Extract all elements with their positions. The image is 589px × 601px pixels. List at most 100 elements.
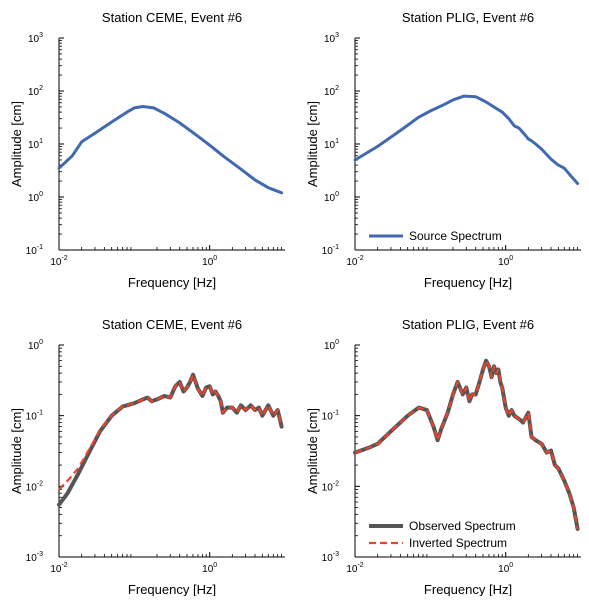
x-axis-label: Frequency [Hz] bbox=[424, 275, 512, 290]
y-tick-mantissa: 10 bbox=[322, 553, 334, 564]
chart-title: Station CEME, Event #6 bbox=[102, 317, 242, 332]
y-tick-exponent: -1 bbox=[37, 410, 43, 417]
chart-title: Station PLIG, Event #6 bbox=[402, 317, 534, 332]
y-tick-exponent: -2 bbox=[37, 480, 43, 487]
y-tick-label: 100 bbox=[28, 191, 43, 204]
x-tick-label: 100 bbox=[202, 255, 217, 268]
x-tick-label: 10-2 bbox=[346, 562, 363, 575]
x-axis-label: Frequency [Hz] bbox=[424, 582, 512, 596]
x-tick-exponent: 0 bbox=[509, 255, 513, 262]
legend-label: Source Spectrum bbox=[409, 229, 502, 243]
y-tick-mantissa: 10 bbox=[322, 246, 334, 257]
x-tick-label: 10-2 bbox=[50, 562, 67, 575]
y-tick-mantissa: 10 bbox=[28, 140, 40, 151]
legend-label: Observed Spectrum bbox=[409, 519, 516, 533]
y-tick-exponent: 3 bbox=[335, 32, 339, 39]
y-tick-mantissa: 10 bbox=[28, 34, 40, 45]
y-tick-mantissa: 10 bbox=[324, 34, 336, 45]
x-tick-mantissa: 10 bbox=[498, 564, 510, 575]
x-tick-mantissa: 10 bbox=[498, 257, 510, 268]
y-tick-exponent: -2 bbox=[333, 480, 339, 487]
x-axis-label: Frequency [Hz] bbox=[128, 582, 216, 596]
series-line-2 bbox=[354, 359, 579, 530]
y-tick-label: 10-3 bbox=[26, 551, 43, 564]
y-tick-mantissa: 10 bbox=[324, 341, 336, 352]
y-tick-mantissa: 10 bbox=[26, 412, 38, 423]
y-tick-label: 10-2 bbox=[322, 480, 339, 493]
x-tick-exponent: -2 bbox=[61, 562, 67, 569]
y-tick-mantissa: 10 bbox=[324, 87, 336, 98]
series-line-2 bbox=[58, 373, 283, 491]
y-tick-exponent: 1 bbox=[335, 138, 339, 145]
y-axis-label: Amplitude [cm] bbox=[305, 101, 320, 187]
y-tick-exponent: -1 bbox=[37, 244, 43, 251]
y-tick-exponent: -1 bbox=[333, 410, 339, 417]
x-tick-mantissa: 10 bbox=[202, 257, 214, 268]
y-tick-mantissa: 10 bbox=[324, 140, 336, 151]
y-tick-exponent: -1 bbox=[333, 244, 339, 251]
x-tick-label: 10-2 bbox=[346, 255, 363, 268]
legend: Observed Spectrum Inverted Spectrum bbox=[369, 519, 516, 550]
y-tick-label: 10-1 bbox=[322, 410, 339, 423]
chart-title: Station PLIG, Event #6 bbox=[402, 10, 534, 25]
x-tick-mantissa: 10 bbox=[346, 257, 358, 268]
y-axis-label: Amplitude [cm] bbox=[305, 408, 320, 494]
y-tick-label: 101 bbox=[324, 138, 339, 151]
y-tick-exponent: 0 bbox=[335, 191, 339, 198]
y-tick-label: 10-3 bbox=[322, 551, 339, 564]
series-line-1 bbox=[57, 105, 284, 195]
y-tick-label: 10-1 bbox=[26, 244, 43, 257]
legend: Source Spectrum bbox=[369, 229, 502, 243]
series-line-1 bbox=[57, 372, 284, 507]
y-tick-label: 10-1 bbox=[26, 410, 43, 423]
series-line-1 bbox=[353, 94, 580, 185]
x-tick-mantissa: 10 bbox=[202, 564, 214, 575]
y-tick-mantissa: 10 bbox=[324, 193, 336, 204]
x-tick-exponent: 0 bbox=[509, 562, 513, 569]
y-axis-label: Amplitude [cm] bbox=[9, 101, 24, 187]
y-tick-exponent: 3 bbox=[39, 32, 43, 39]
legend-label: Inverted Spectrum bbox=[409, 536, 507, 550]
x-tick-label: 100 bbox=[498, 562, 513, 575]
y-tick-mantissa: 10 bbox=[26, 482, 38, 493]
y-tick-label: 10-1 bbox=[322, 244, 339, 257]
y-axis-label: Amplitude [cm] bbox=[9, 408, 24, 494]
y-tick-mantissa: 10 bbox=[26, 553, 38, 564]
x-tick-label: 10-2 bbox=[50, 255, 67, 268]
y-tick-mantissa: 10 bbox=[322, 412, 334, 423]
series-line-1 bbox=[353, 358, 580, 531]
y-tick-mantissa: 10 bbox=[28, 341, 40, 352]
x-tick-mantissa: 10 bbox=[50, 257, 62, 268]
y-tick-exponent: -3 bbox=[37, 551, 43, 558]
x-tick-mantissa: 10 bbox=[346, 564, 358, 575]
y-tick-exponent: -3 bbox=[333, 551, 339, 558]
y-tick-mantissa: 10 bbox=[322, 482, 334, 493]
chart-title: Station CEME, Event #6 bbox=[102, 10, 242, 25]
y-tick-mantissa: 10 bbox=[26, 246, 38, 257]
x-tick-exponent: 0 bbox=[213, 562, 217, 569]
y-tick-label: 103 bbox=[324, 32, 339, 45]
y-tick-label: 100 bbox=[324, 191, 339, 204]
y-tick-label: 100 bbox=[28, 339, 43, 352]
y-tick-exponent: 0 bbox=[335, 339, 339, 346]
x-axis-label: Frequency [Hz] bbox=[128, 275, 216, 290]
x-tick-exponent: -2 bbox=[61, 255, 67, 262]
x-tick-exponent: -2 bbox=[357, 562, 363, 569]
y-tick-mantissa: 10 bbox=[28, 193, 40, 204]
x-tick-exponent: 0 bbox=[213, 255, 217, 262]
y-tick-label: 102 bbox=[324, 85, 339, 98]
x-tick-mantissa: 10 bbox=[50, 564, 62, 575]
y-tick-label: 102 bbox=[28, 85, 43, 98]
x-tick-exponent: -2 bbox=[357, 255, 363, 262]
y-tick-label: 10-2 bbox=[26, 480, 43, 493]
y-tick-exponent: 0 bbox=[39, 339, 43, 346]
x-tick-label: 100 bbox=[498, 255, 513, 268]
y-tick-exponent: 2 bbox=[39, 85, 43, 92]
x-tick-label: 100 bbox=[202, 562, 217, 575]
y-tick-exponent: 1 bbox=[39, 138, 43, 145]
y-tick-label: 103 bbox=[28, 32, 43, 45]
